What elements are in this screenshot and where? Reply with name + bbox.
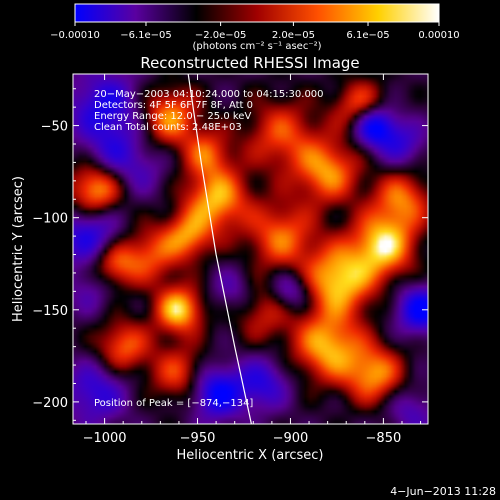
chart-title: Reconstructed RHESSI Image xyxy=(140,54,359,72)
info-annotations: 20−May−2003 04:10:24.000 to 04:15:30.000… xyxy=(94,89,324,133)
annotation-line: Clean Total counts: 2.48E+03 xyxy=(94,122,242,133)
colorbar-units: (photons cm⁻² s⁻¹ asec⁻²) xyxy=(192,41,321,52)
colorbar-ticks: −0.00010 −6.1e−05 −2.0e−05 2.0e−05 6.1e−05 0.… xyxy=(50,22,460,41)
y-tick-label: −200 xyxy=(32,396,68,411)
peak-position-label: Position of Peak = [−874,−134] xyxy=(94,398,253,409)
solar-limb-line xyxy=(187,74,252,424)
x-tick-label: −1000 xyxy=(83,431,127,446)
y-axis-label: Heliocentric Y (arcsec) xyxy=(11,176,26,322)
colorbar-tick-label: −6.1e−05 xyxy=(120,30,172,41)
y-tick-label: −150 xyxy=(32,304,68,319)
colorbar-tick-label: 2.0e−05 xyxy=(272,30,315,41)
heatmap-image xyxy=(73,74,428,424)
annotation-line: Energy Range: 12.0 − 25.0 keV xyxy=(94,111,251,122)
colorbar xyxy=(74,3,440,23)
x-axis-label: Heliocentric X (arcsec) xyxy=(177,448,324,463)
plot-frame xyxy=(72,73,429,425)
x-tick-label: −950 xyxy=(180,431,216,446)
footer-timestamp: 4−Jun−2013 11:28 xyxy=(390,485,496,498)
x-tick-label: −850 xyxy=(366,431,402,446)
colorbar-tick-label: 6.1e−05 xyxy=(346,30,389,41)
annotation-line: 20−May−2003 04:10:24.000 to 04:15:30.000 xyxy=(94,89,324,100)
colorbar-tick-label: −2.0e−05 xyxy=(195,30,247,41)
y-tick-label: −50 xyxy=(41,120,68,135)
annotation-line: Detectors: 4F 5F 6F 7F 8F, Att 0 xyxy=(94,100,253,111)
y-tick-label: −100 xyxy=(32,212,68,227)
x-tick-label: −900 xyxy=(273,431,309,446)
colorbar-tick-label: −0.00010 xyxy=(50,30,100,41)
axis-ticks: −1000 −950 −900 −850 −50 −100 −150 −200 xyxy=(32,74,428,446)
colorbar-tick-label: 0.00010 xyxy=(418,30,459,41)
